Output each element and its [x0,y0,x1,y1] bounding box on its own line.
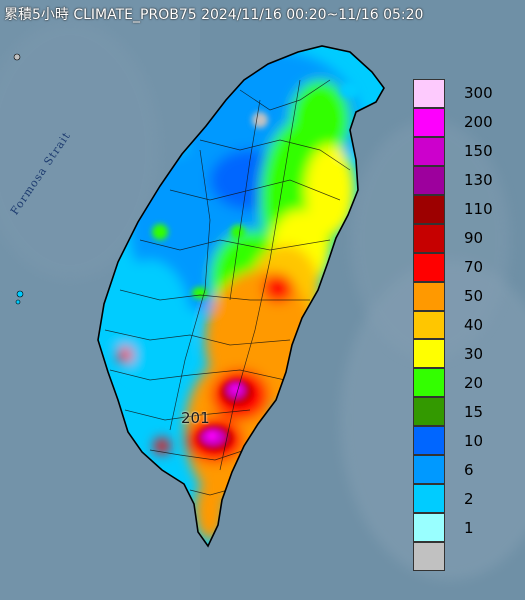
legend-label: 1 [464,518,474,537]
legend-label: 110 [464,200,493,219]
legend-swatch [413,455,445,485]
legend-swatch [413,107,445,137]
legend-label: 90 [464,229,484,248]
legend-label: 6 [464,460,474,479]
legend-swatch [413,165,445,195]
legend-swatch [413,542,445,571]
legend-swatch [413,136,445,166]
taiwan-coastline [97,45,385,548]
max-rainfall-label: 201 [181,409,210,427]
legend-label: 200 [464,113,493,132]
legend-swatch [413,194,445,224]
legend-swatch [413,281,445,311]
legend-swatch [413,426,445,456]
legend-label: 300 [464,84,493,103]
legend-label: 15 [464,402,484,421]
legend-label: 20 [464,373,484,392]
legend-label: 2 [464,489,474,508]
boundaries [104,79,351,496]
island-penghu [16,290,24,298]
legend-label: 30 [464,344,484,363]
legend-swatch [413,397,445,427]
legend-label: 10 [464,431,484,450]
legend-swatch [413,223,445,253]
legend-label: 50 [464,287,484,306]
legend-swatch [413,368,445,398]
legend-swatch [413,339,445,369]
legend-label: 40 [464,316,484,334]
legend-label: 150 [464,142,493,161]
color-legend: 300 200 150 130 110 90 70 50 40 30 20 15 10 6 2 1 [413,79,505,571]
legend-swatch [413,484,445,514]
island-matsu [13,53,21,61]
map-title: 累積5小時 CLIMATE_PROB75 2024/11/16 00:20~11… [4,7,424,23]
legend-swatch [413,252,445,282]
legend-label: 130 [464,171,493,190]
legend-label: 70 [464,258,484,277]
legend-swatch [413,310,445,340]
legend-swatch [413,513,445,543]
legend-swatch [413,79,445,108]
